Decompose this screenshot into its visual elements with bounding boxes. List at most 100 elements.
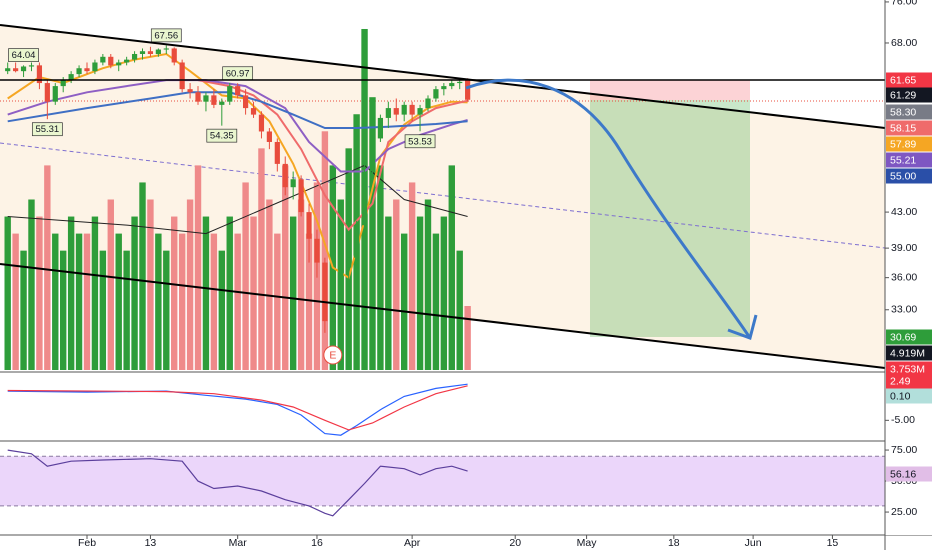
price-badge [886, 120, 932, 136]
stop-zone [590, 80, 750, 100]
candle-body [163, 48, 169, 50]
candle-body [60, 80, 66, 87]
price-badge-label: 56.16 [890, 468, 916, 480]
candle-body [108, 56, 114, 66]
volume-bar [115, 233, 122, 370]
price-badge-label: 58.15 [890, 122, 916, 134]
candle-body [266, 131, 272, 142]
price-badge [886, 72, 932, 88]
volume-bar [432, 233, 440, 370]
candle-body [179, 62, 185, 90]
volume-bar [218, 250, 226, 370]
earnings-marker [323, 345, 343, 365]
candle-body [139, 51, 146, 54]
volume-bar [282, 165, 289, 370]
candle-body [369, 138, 376, 172]
volume-bar [155, 233, 162, 370]
annotation-box [31, 122, 63, 137]
candle-body [92, 62, 98, 72]
y-tick-label: 68.00 [891, 37, 917, 49]
price-badge-label: 55.00 [890, 170, 916, 182]
candle-body [155, 49, 161, 54]
volume-bar [12, 233, 19, 370]
volume-bar [289, 216, 297, 370]
candle-body [449, 83, 455, 87]
candle-body [211, 95, 217, 105]
trend-line [0, 263, 886, 369]
volume-bar [393, 199, 400, 370]
arrow-head [727, 314, 758, 340]
volume-bar [4, 216, 11, 370]
candle-body [227, 86, 233, 102]
price-badge-label: 3.753M [890, 363, 925, 375]
candle-body [322, 262, 328, 322]
price-badge-label: 30.69 [890, 331, 916, 343]
annotation-box [8, 48, 39, 62]
volume-bar [171, 216, 178, 370]
y-tick-label: 33.00 [891, 304, 917, 316]
volume-bar [91, 216, 99, 370]
price-badge [886, 388, 932, 404]
price-badge [886, 329, 932, 345]
volume-bar [234, 233, 241, 370]
annotation-label: 55.31 [35, 124, 59, 135]
price-badge [886, 373, 932, 389]
candle-body [393, 108, 399, 115]
candle-body [330, 298, 336, 322]
volume-bar [266, 199, 273, 370]
volume-bar [107, 199, 114, 370]
annotation-label: 67.56 [154, 30, 178, 41]
volume-bar [416, 216, 424, 370]
volume-bar [60, 250, 67, 370]
candle-body [171, 48, 177, 63]
candle-body [425, 98, 431, 109]
price-badge [886, 136, 932, 152]
candle-body [203, 95, 209, 102]
volume-bar [178, 233, 186, 370]
price-badge-label: 58.30 [890, 106, 916, 118]
candle-body [306, 212, 312, 239]
volume-bar [369, 97, 376, 371]
volume-bar [194, 165, 202, 370]
volume-bar [52, 233, 59, 370]
candle-body [76, 68, 82, 75]
candle-body [20, 66, 27, 72]
candle-body [282, 163, 288, 188]
volume-bar [408, 182, 416, 370]
candle-body [290, 179, 296, 188]
candle-body [409, 104, 415, 115]
candle-body [36, 65, 43, 84]
volume-bar [456, 250, 463, 370]
volume-bar [377, 165, 384, 370]
annotation-label: 64.04 [12, 50, 36, 61]
x-tick-label: 16 [311, 537, 323, 549]
forecast-arrow [465, 78, 752, 339]
volume-bar [321, 131, 329, 370]
candle-body [195, 92, 201, 102]
volume-bar [28, 199, 35, 370]
x-tick-label: 13 [145, 537, 157, 549]
x-tick-label: Mar [229, 537, 248, 549]
price-badge-label: 4.919M [890, 347, 925, 359]
volume-bar [385, 216, 392, 370]
x-tick-label: Feb [78, 537, 96, 549]
candle-body [401, 104, 407, 115]
candle-body [44, 83, 50, 102]
volume-bar [226, 216, 233, 370]
candle-body [124, 59, 130, 63]
candle-body [84, 68, 90, 72]
annotation-label: 54.35 [210, 131, 234, 142]
volume-bar [440, 216, 448, 370]
candle-body [465, 80, 471, 100]
candle-body [68, 74, 74, 81]
price-badge [886, 87, 932, 103]
candle-body [258, 114, 265, 132]
candle-body [235, 86, 241, 96]
volume-bar [123, 250, 130, 370]
candle-body [298, 179, 304, 213]
x-tick-label: 15 [827, 537, 839, 549]
candle-body [131, 53, 138, 60]
candle-body [457, 81, 463, 84]
mid-line [0, 142, 886, 249]
volume-bar [242, 182, 249, 370]
